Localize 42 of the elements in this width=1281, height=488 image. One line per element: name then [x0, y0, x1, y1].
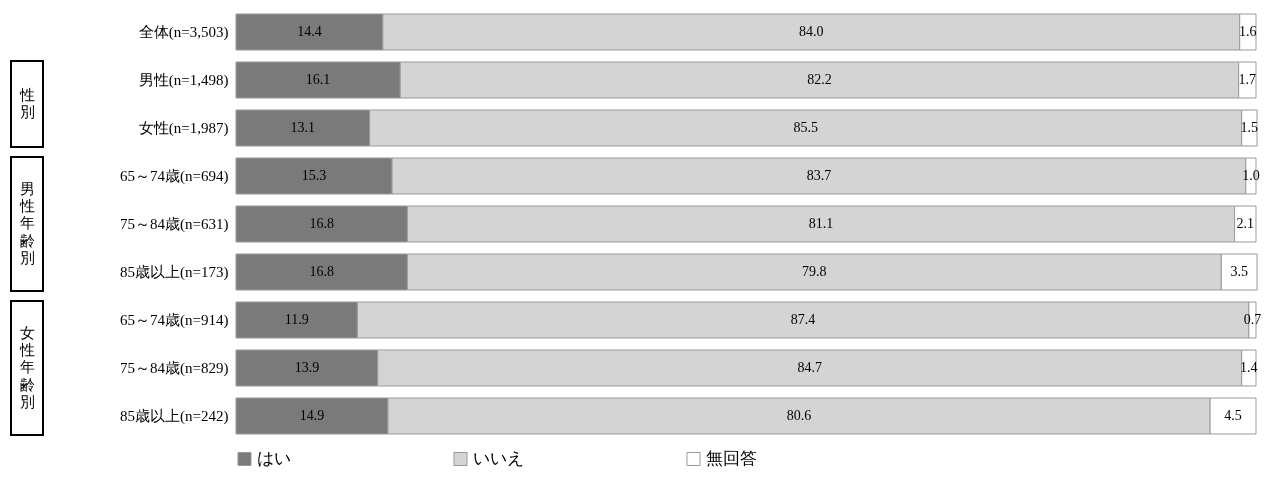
y-tick-label: 男性(n=1,498)	[138, 72, 229, 89]
data-label: 1.6	[1239, 24, 1257, 39]
data-label: 1.4	[1240, 360, 1258, 375]
data-label: 1.7	[1238, 72, 1257, 87]
data-label: 14.9	[299, 408, 325, 423]
data-label: 1.0	[1242, 168, 1260, 183]
data-label: 13.1	[290, 120, 316, 135]
data-label: 2.1	[1236, 216, 1255, 231]
legend-label: はい	[257, 448, 291, 468]
data-label: 80.6	[786, 408, 812, 423]
group-label: 男性年齢別	[10, 156, 44, 292]
data-label: 83.7	[806, 168, 832, 183]
group-label: 性別	[10, 60, 44, 148]
data-label: 87.4	[790, 312, 816, 327]
data-label: 16.8	[309, 264, 334, 279]
y-tick-label: 65～74歳(n=914)	[120, 312, 229, 329]
data-label: 79.8	[802, 264, 827, 279]
y-tick-label: 女性(n=1,987)	[138, 120, 229, 137]
legend-label: いいえ	[473, 448, 524, 468]
data-label: 16.1	[305, 72, 331, 87]
data-label: 85.5	[793, 120, 818, 135]
y-tick-label: 75～84歳(n=631)	[120, 216, 229, 233]
data-label: 15.3	[301, 168, 327, 183]
y-tick-label: 全体(n=3,503)	[138, 24, 229, 41]
data-label: 0.7	[1243, 312, 1262, 327]
data-label: 82.2	[807, 72, 832, 87]
data-label: 81.1	[808, 216, 834, 231]
y-tick-label: 85歳以上(n=173)	[120, 264, 229, 281]
data-label: 4.5	[1224, 408, 1242, 423]
data-label: 1.5	[1240, 120, 1259, 135]
data-label: 16.8	[309, 216, 334, 231]
legend-label: 無回答	[706, 448, 757, 468]
group-label: 女性年齢別	[10, 300, 44, 436]
y-tick-label: 85歳以上(n=242)	[120, 408, 229, 425]
data-label: 11.9	[284, 312, 309, 327]
data-label: 14.4	[297, 24, 322, 39]
data-label: 84.0	[799, 24, 824, 39]
data-label: 13.9	[294, 360, 320, 375]
y-tick-label: 75～84歳(n=829)	[120, 360, 229, 377]
data-label: 84.7	[797, 360, 822, 375]
y-tick-label: 65～74歳(n=694)	[120, 168, 229, 185]
data-label: 3.5	[1230, 264, 1248, 279]
